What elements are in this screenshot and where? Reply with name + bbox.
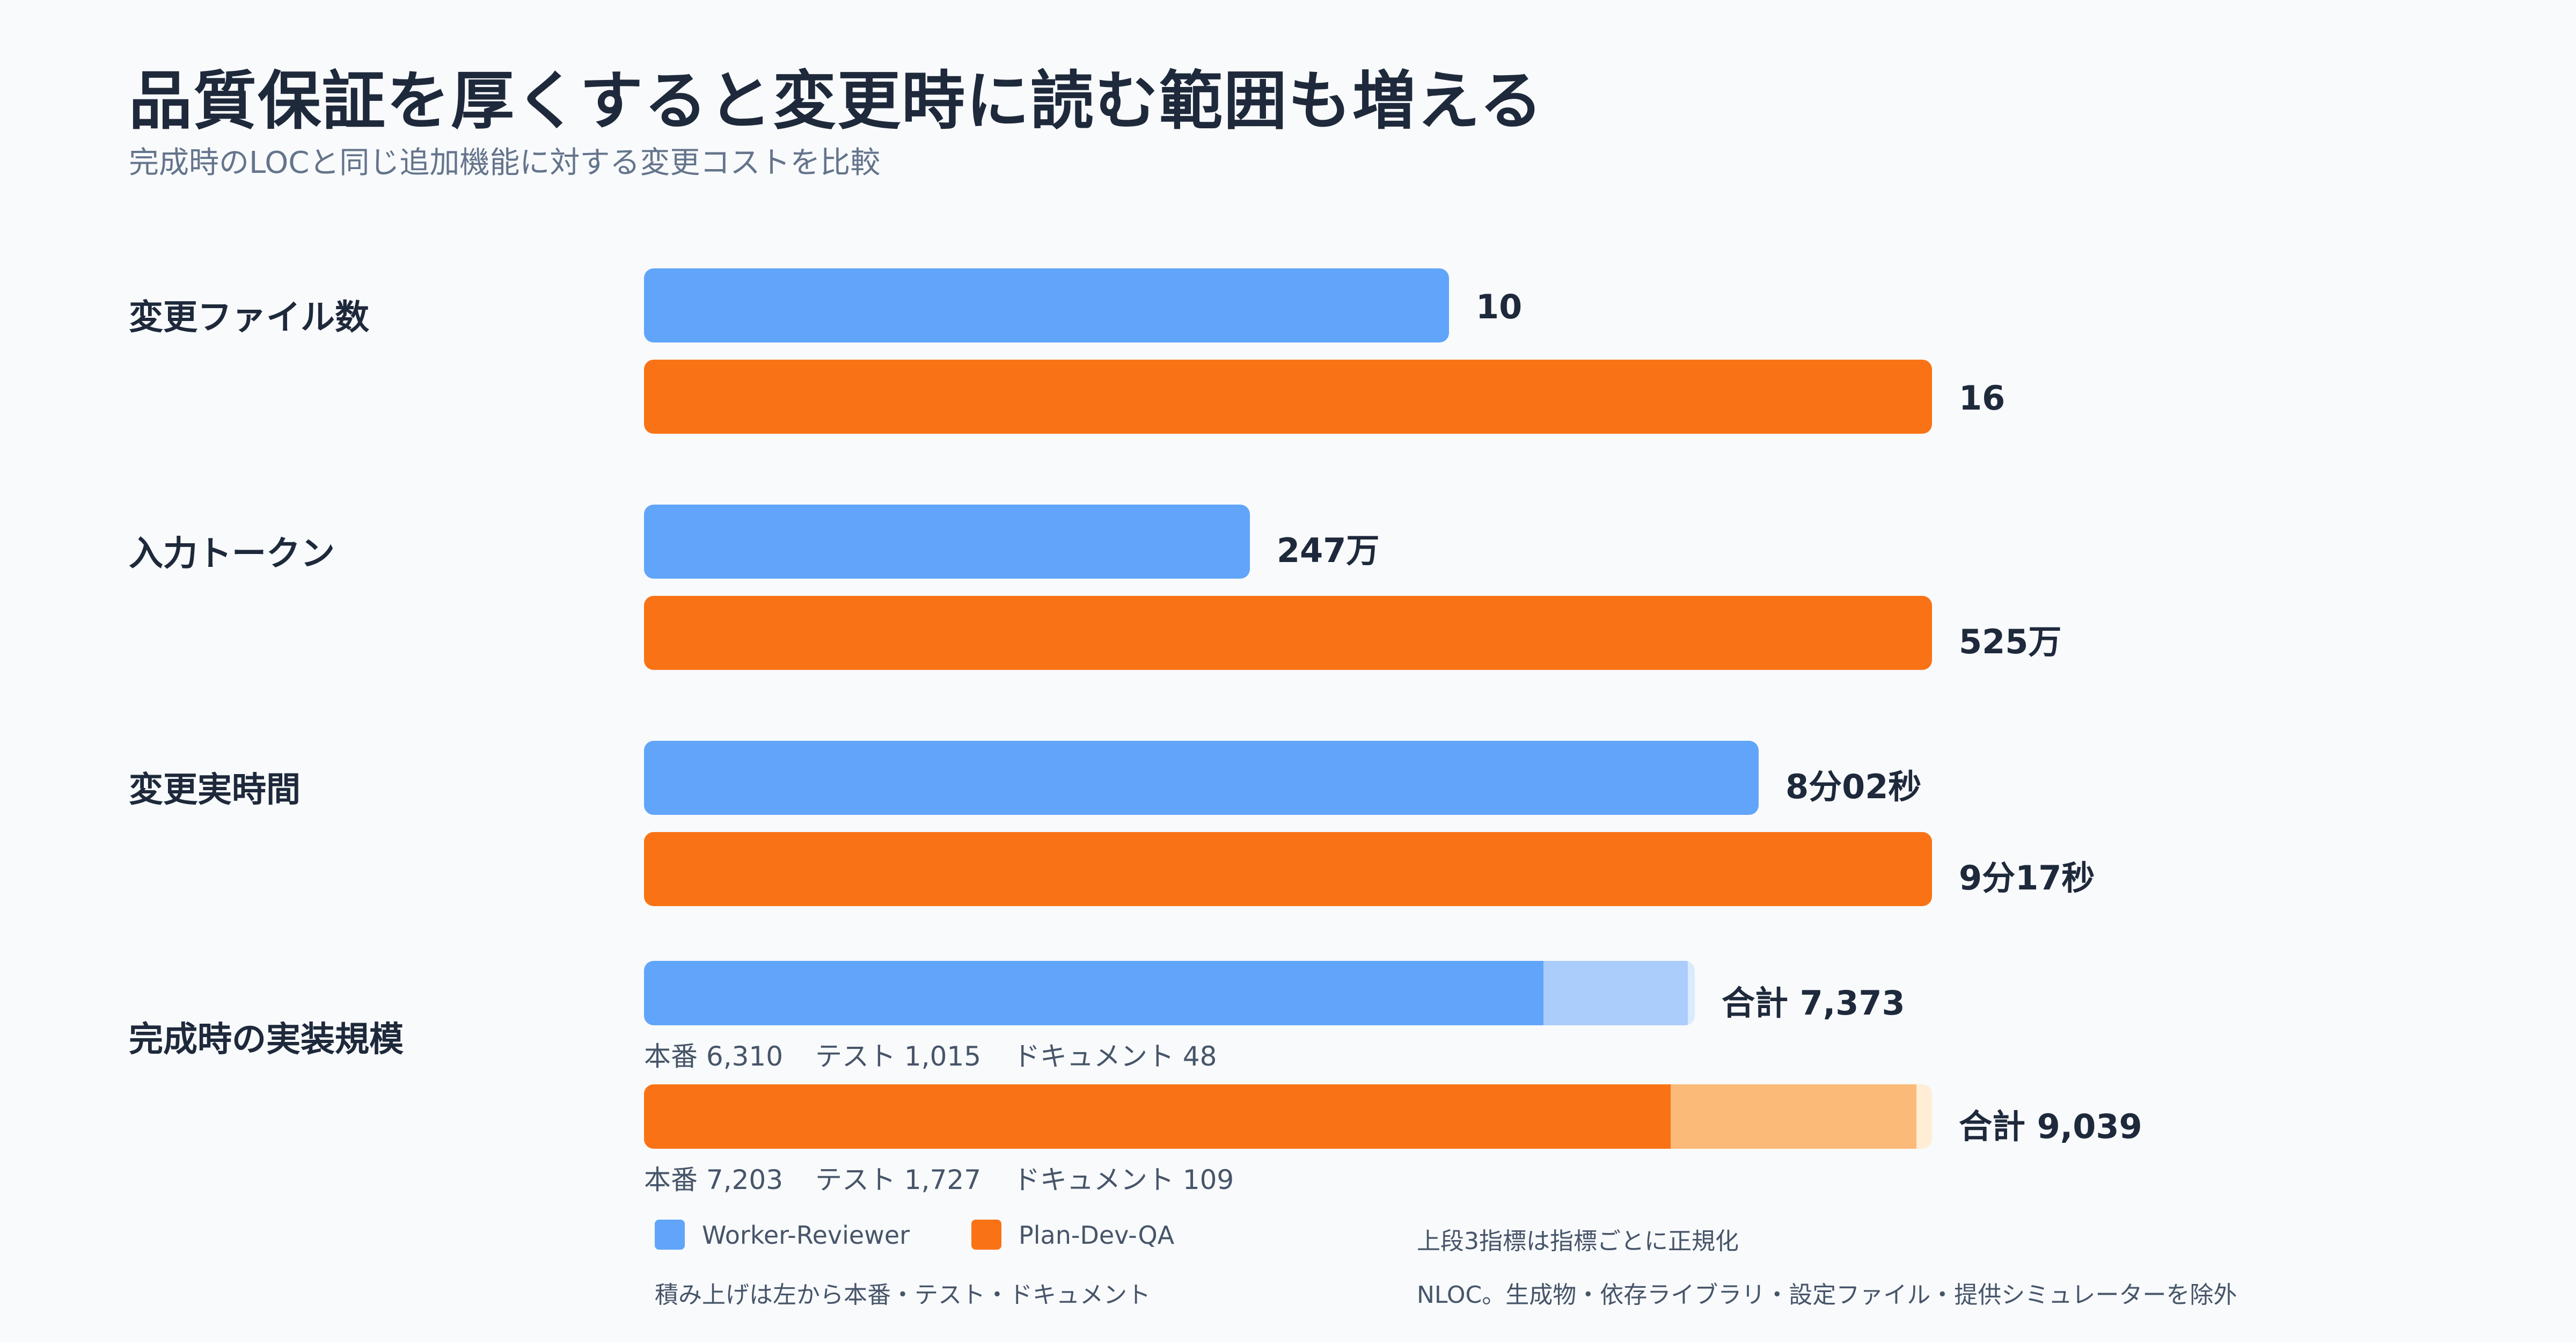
total-label-worker-reviewer: 合計 7,373 xyxy=(1722,983,1905,1023)
breakdown-item: テスト 1,727 xyxy=(815,1164,981,1195)
bar-files-worker-reviewer xyxy=(644,268,1449,342)
metric-label-loc: 完成時の実装規模 xyxy=(129,1020,404,1060)
note-nloc: NLOC。生成物・依存ライブラリ・設定ファイル・提供シミュレーターを除外 xyxy=(1417,1281,2237,1309)
value-label-tokens-plan-dev-qa: 525万 xyxy=(1959,622,2062,661)
value-label-files-worker-reviewer: 10 xyxy=(1476,287,1523,326)
legend-label-plan-dev-qa: Plan-Dev-QA xyxy=(1019,1221,1175,1250)
value-label-tokens-worker-reviewer: 247万 xyxy=(1277,531,1380,570)
chart-subtitle: 完成時のLOCと同じ追加機能に対する変更コストを比較 xyxy=(129,145,881,180)
legend-label-worker-reviewer: Worker-Reviewer xyxy=(702,1221,910,1250)
breakdown-item: 本番 6,310 xyxy=(644,1041,784,1072)
breakdown-item: ドキュメント 48 xyxy=(1013,1041,1217,1072)
bar-files-plan-dev-qa xyxy=(644,360,1932,434)
metric-label-tokens: 入力トークン xyxy=(129,534,335,574)
value-label-files-plan-dev-qa: 16 xyxy=(1959,378,2006,418)
breakdown-item: ドキュメント 109 xyxy=(1013,1164,1234,1195)
legend-swatch-worker-reviewer xyxy=(655,1220,685,1250)
stacked-bar-loc-plan-dev-qa xyxy=(644,1084,1932,1149)
value-label-time-worker-reviewer: 8分02秒 xyxy=(1785,767,1922,806)
metric-label-files: 変更ファイル数 xyxy=(129,298,369,338)
breakdown-plan-dev-qa: 本番 7,203 テスト 1,727 ドキュメント 109 xyxy=(644,1158,1257,1197)
legend-swatch-plan-dev-qa xyxy=(971,1220,1001,1250)
note-stack-order: 積み上げは左から本番・テスト・ドキュメント xyxy=(655,1281,1151,1309)
breakdown-worker-reviewer: 本番 6,310 テスト 1,015 ドキュメント 48 xyxy=(644,1035,1240,1074)
segment-document-worker-reviewer xyxy=(1688,961,1695,1025)
note-normalization: 上段3指標は指標ごとに正規化 xyxy=(1417,1228,1739,1255)
segment-test-plan-dev-qa xyxy=(1670,1084,1917,1149)
bar-tokens-worker-reviewer xyxy=(644,505,1250,579)
breakdown-item: テスト 1,015 xyxy=(815,1041,981,1072)
metric-label-time: 変更実時間 xyxy=(129,770,301,810)
breakdown-item: 本番 7,203 xyxy=(644,1164,784,1195)
bar-time-plan-dev-qa xyxy=(644,832,1932,906)
segment-production-plan-dev-qa xyxy=(644,1084,1671,1149)
chart-title: 品質保証を厚くすると変更時に読む範囲も増える xyxy=(129,64,1544,138)
segment-test-worker-reviewer xyxy=(1543,961,1688,1025)
bar-time-worker-reviewer xyxy=(644,741,1759,815)
segment-document-plan-dev-qa xyxy=(1916,1084,1932,1149)
stacked-bar-loc-worker-reviewer xyxy=(644,961,1695,1025)
value-label-time-plan-dev-qa: 9分17秒 xyxy=(1959,858,2095,898)
bar-tokens-plan-dev-qa xyxy=(644,596,1932,670)
total-label-plan-dev-qa: 合計 9,039 xyxy=(1959,1107,2142,1146)
segment-production-worker-reviewer xyxy=(644,961,1543,1025)
